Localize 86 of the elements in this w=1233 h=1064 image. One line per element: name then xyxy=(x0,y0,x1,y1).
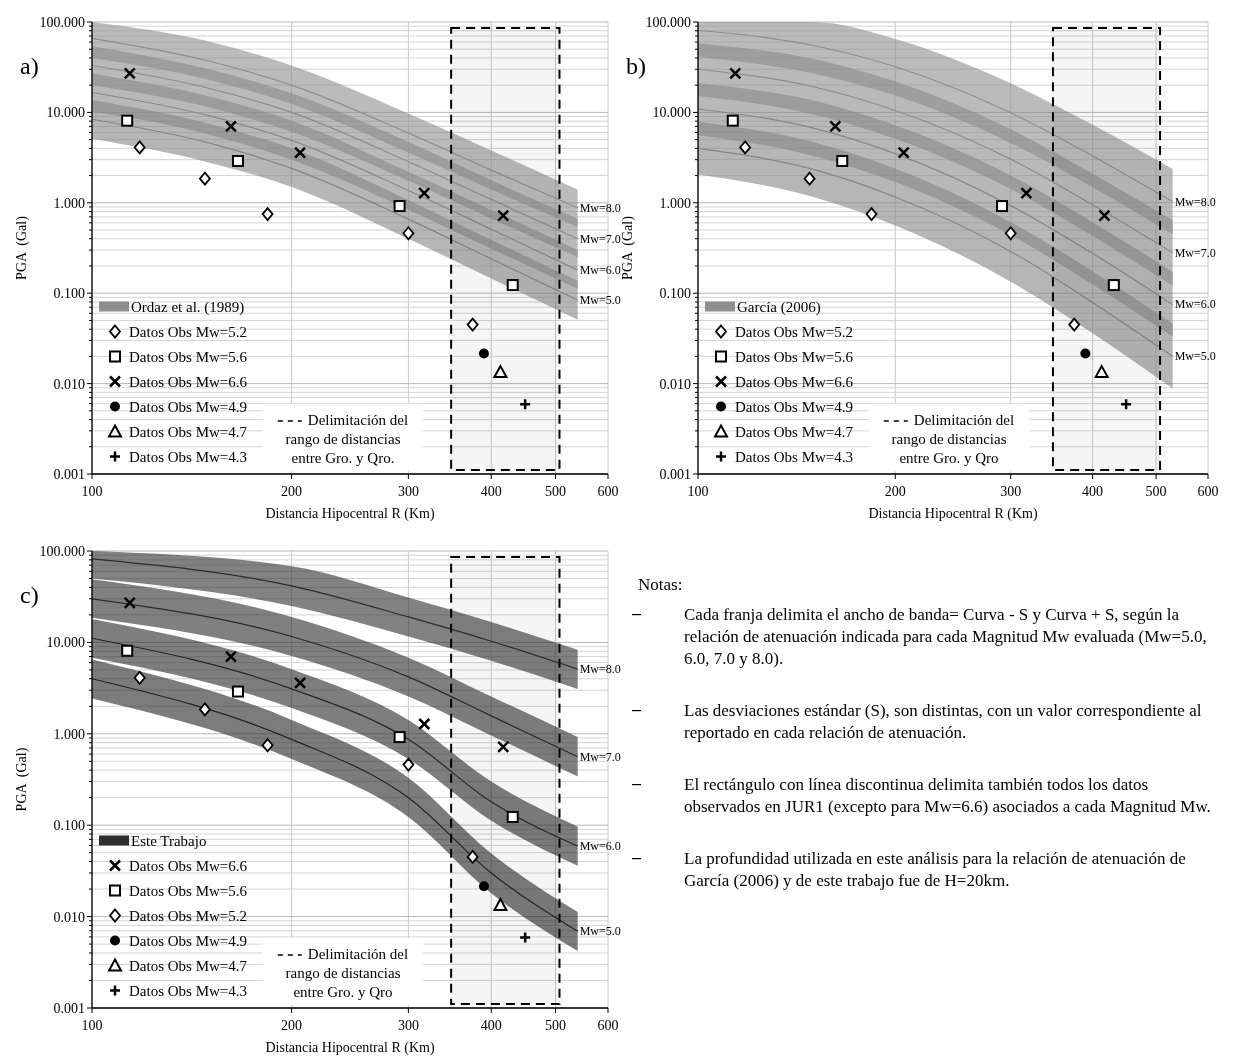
x-tick-label: 300 xyxy=(397,484,419,499)
x-tick-label: 600 xyxy=(1197,484,1219,499)
y-tick-label: 0.001 xyxy=(53,1001,85,1016)
series-label: Mw=7.0 xyxy=(1174,245,1216,260)
x-tick-label: 400 xyxy=(480,484,502,499)
y-tick-label: 0.010 xyxy=(53,376,85,392)
y-tick-label: 0.100 xyxy=(53,818,85,834)
legend-label: Datos Obs Mw=4.7 xyxy=(129,423,248,440)
series-label: Mw=5.0 xyxy=(579,293,621,308)
text: b) xyxy=(626,53,646,79)
x-tick-label: 100 xyxy=(81,1018,103,1033)
legend-label: Datos Obs Mw=5.6 xyxy=(129,348,248,365)
y-tick-label: 0.100 xyxy=(53,286,85,302)
y-axis-title: PGA (Gal) xyxy=(620,215,636,280)
text: Las desviaciones estándar (S), son distintas, con un valor correspondiente al reportado en cada relación de atenuación. xyxy=(684,701,1202,742)
x-axis-title: Distancia Hipocentral R (Km) xyxy=(265,506,435,522)
x-tick-label: 200 xyxy=(281,484,303,499)
legend-label: Datos Obs Mw=5.2 xyxy=(129,323,248,340)
legend-label: Datos Obs Mw=5.6 xyxy=(129,882,248,899)
x-tick-label: 600 xyxy=(597,484,619,499)
text: Cada franja delimita el ancho de banda= Curva - S y Curva + S, según la relación de atenuación indicada para cada Magnitud Mw evaluada (Mw=5.0, 6.0, 7.0 y 8.0). xyxy=(684,605,1207,668)
legend-label: Datos Obs Mw=4.7 xyxy=(735,423,854,440)
y-tick-label: 0.010 xyxy=(53,909,85,925)
x-tick-label: 300 xyxy=(397,1018,419,1033)
series-label: Mw=8.0 xyxy=(579,200,621,215)
legend-label: Datos Obs Mw=5.6 xyxy=(735,348,854,365)
x-axis-title: Distancia Hipocentral R (Km) xyxy=(265,1040,435,1056)
x-tick-label: 500 xyxy=(1145,484,1167,499)
legend-label: Datos Obs Mw=4.7 xyxy=(129,957,248,974)
legend-label: Datos Obs Mw=6.6 xyxy=(735,373,854,390)
y-tick-label: 100.000 xyxy=(645,15,691,30)
x-tick-label: 100 xyxy=(687,484,709,499)
legend-label: Datos Obs Mw=4.9 xyxy=(129,398,248,415)
text: c) xyxy=(20,582,39,608)
x-tick-label: 400 xyxy=(480,1018,502,1033)
y-axis-title: PGA (Gal) xyxy=(14,215,30,280)
series-label: Mw=8.0 xyxy=(1174,194,1216,209)
y-tick-label: 10.000 xyxy=(46,105,85,121)
band-label: Delimitación del rango de distancias entre Gro. y Qro xyxy=(285,946,409,1000)
y-tick-label: 100.000 xyxy=(39,15,85,30)
text: La profundidad utilizada en este análisis para la relación de atenuación de García (2006) y de este trabajo fue de H=20km. xyxy=(684,849,1186,890)
legend-label: Datos Obs Mw=4.9 xyxy=(129,932,248,949)
y-tick-label: 1.000 xyxy=(53,726,85,742)
x-axis-title: Distancia Hipocentral R (Km) xyxy=(868,506,1038,522)
text: El rectángulo con línea discontinua delimita también todos los datos observados en JUR1 (excepto para Mw=6.6) asociados a cada Magnitud Mw. xyxy=(684,775,1211,816)
x-tick-label: 200 xyxy=(281,1018,303,1033)
series-label: Mw=7.0 xyxy=(579,749,621,764)
x-tick-label: 300 xyxy=(1000,484,1022,499)
series-label: Mw=6.0 xyxy=(579,263,621,278)
y-tick-label: 10.000 xyxy=(652,105,691,121)
y-tick-label: 0.001 xyxy=(659,467,691,482)
text: Notas: xyxy=(638,575,683,594)
x-tick-label: 200 xyxy=(884,484,906,499)
band-label: Delimitación del rango de distancias entre Gro. y Qro xyxy=(891,412,1015,466)
y-tick-label: 0.010 xyxy=(659,376,691,392)
x-tick-label: 500 xyxy=(544,484,566,499)
y-tick-label: 1.000 xyxy=(53,195,85,211)
series-label: Mw=7.0 xyxy=(579,231,621,246)
x-tick-label: 100 xyxy=(81,484,103,499)
x-tick-label: 400 xyxy=(1082,484,1104,499)
legend-label: Datos Obs Mw=5.2 xyxy=(735,323,854,340)
legend-title: Este Trabajo xyxy=(131,832,207,849)
x-tick-label: 600 xyxy=(597,1018,619,1033)
y-tick-label: 10.000 xyxy=(46,635,85,651)
text: a) xyxy=(20,53,39,79)
legend-label: Datos Obs Mw=6.6 xyxy=(129,373,248,390)
y-tick-label: 1.000 xyxy=(659,195,691,211)
y-tick-label: 0.001 xyxy=(53,467,85,482)
series-label: Mw=6.0 xyxy=(1174,297,1216,312)
series-label: Mw=5.0 xyxy=(1174,349,1216,364)
band-label: Delimitación del rango de distancias entre Gro. y Qro. xyxy=(285,412,409,466)
legend-label: Datos Obs Mw=6.6 xyxy=(129,857,248,874)
y-tick-label: 100.000 xyxy=(39,544,85,559)
y-axis-title: PGA (Gal) xyxy=(14,747,30,812)
legend-label: Datos Obs Mw=5.2 xyxy=(129,907,248,924)
legend-label: Datos Obs Mw=4.3 xyxy=(129,982,248,999)
series-label: Mw=8.0 xyxy=(579,662,621,677)
x-tick-label: 500 xyxy=(544,1018,566,1033)
legend-label: Datos Obs Mw=4.3 xyxy=(735,448,854,465)
legend-label: Datos Obs Mw=4.9 xyxy=(735,398,854,415)
series-label: Mw=6.0 xyxy=(579,839,621,854)
series-label: Mw=5.0 xyxy=(579,924,621,939)
legend-title: Ordaz et al. (1989) xyxy=(131,298,245,316)
legend-title: García (2006) xyxy=(737,298,821,316)
y-tick-label: 0.100 xyxy=(659,286,691,302)
legend-label: Datos Obs Mw=4.3 xyxy=(129,448,248,465)
